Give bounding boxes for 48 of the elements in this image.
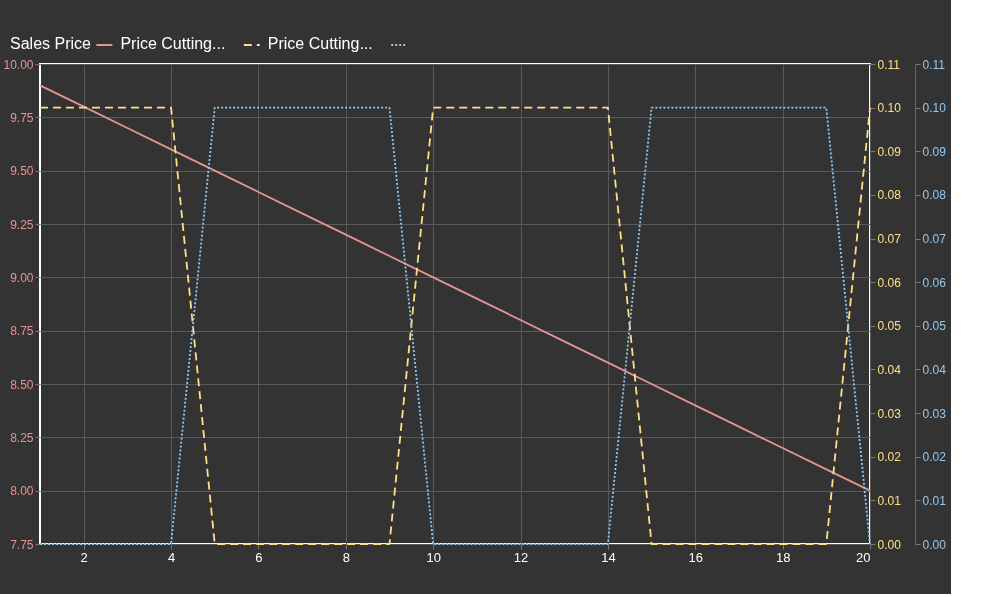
y2-tick-label: 0.07 (877, 232, 902, 247)
y3-tick-label: 0.09 (922, 144, 947, 159)
legend-label: Sales Price (10, 35, 92, 52)
y3-tick-label: 0.02 (922, 450, 947, 465)
x-tick-label: 8 (342, 549, 350, 565)
line-series (39, 84, 871, 492)
y3-tick-label: 0.10 (922, 101, 947, 116)
x-tick-label: 2 (80, 549, 88, 565)
x-tick-label: 20 (856, 549, 871, 565)
y-tick-label: 7.75 (10, 537, 34, 552)
y3-tick-label: 0.07 (922, 232, 947, 247)
y3-tick-label: 0.03 (922, 406, 947, 421)
y2-tick-label: 0.01 (877, 493, 902, 508)
y3-tick-label: 0.00 (922, 537, 947, 552)
y3-tick-label: 0.11 (922, 57, 946, 72)
y-tick-label: 9.75 (10, 110, 34, 125)
y2-tick-label: 0.00 (877, 537, 902, 552)
y2-tick-label: 0.06 (877, 275, 902, 290)
y2-tick-label: 0.09 (877, 144, 902, 159)
y2-tick-label: 0.02 (877, 450, 902, 465)
x-tick-label: 12 (513, 549, 529, 565)
y2-tick-label: 0.10 (877, 101, 902, 116)
y3-tick-label: 0.05 (922, 319, 947, 334)
y-tick-label: 9.00 (10, 270, 34, 285)
y3-tick-label: 0.04 (922, 362, 947, 377)
y3-tick-label: 0.08 (922, 188, 947, 203)
legend-label: Price Cutting... (120, 35, 226, 52)
x-tick-label: 14 (601, 549, 616, 565)
x-tick-label: 18 (775, 549, 791, 565)
y-tick-label: 9.25 (10, 217, 34, 232)
y-tick-label: 9.50 (10, 164, 34, 179)
y2-tick-label: 0.11 (877, 57, 901, 72)
y2-tick-label: 0.08 (877, 188, 902, 203)
y3-tick-label: 0.01 (922, 493, 947, 508)
y2-tick-label: 0.04 (877, 362, 902, 377)
legend-label: Price Cutting... (267, 35, 373, 52)
y-tick-label: 10.00 (3, 57, 34, 72)
x-tick-label: 10 (426, 549, 441, 565)
y3-tick-label: 0.06 (922, 275, 947, 290)
x-tick-label: 6 (255, 549, 263, 565)
y2-tick-label: 0.03 (877, 406, 902, 421)
y2-tick-label: 0.05 (877, 319, 902, 334)
y-tick-label: 8.75 (10, 324, 34, 339)
y-tick-label: 8.50 (10, 377, 34, 392)
x-tick-label: 16 (688, 549, 703, 565)
y-tick-label: 8.00 (10, 484, 34, 499)
x-tick-label: 4 (167, 549, 176, 565)
y-tick-label: 8.25 (10, 430, 34, 445)
